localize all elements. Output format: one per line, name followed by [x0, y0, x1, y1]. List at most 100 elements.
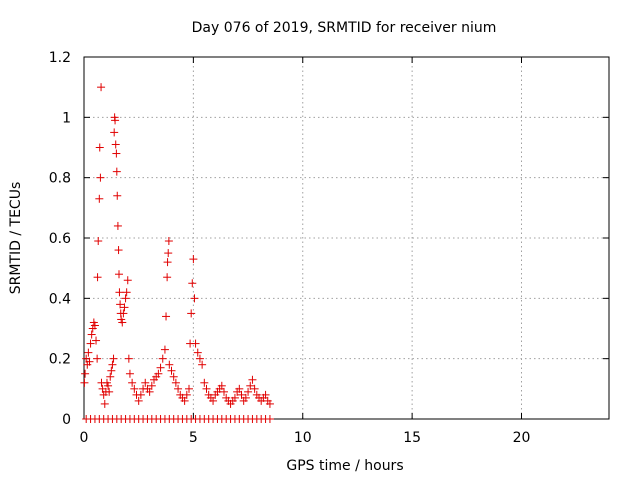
data-point: [158, 354, 167, 363]
x-tick-label: 15: [403, 430, 421, 446]
data-point: [96, 173, 105, 182]
data-point: [134, 396, 143, 405]
data-point: [156, 363, 165, 372]
x-tick-label: 20: [513, 430, 531, 446]
data-point: [97, 83, 106, 92]
data-point: [111, 140, 120, 149]
grid: [84, 57, 609, 419]
data-point: [87, 330, 96, 339]
data-point: [104, 381, 113, 390]
y-tick-label: 0.8: [49, 171, 71, 187]
data-point: [200, 378, 209, 387]
data-point: [124, 354, 133, 363]
data-point: [110, 128, 119, 137]
data-point: [185, 384, 193, 393]
data-point: [189, 255, 198, 264]
data-point: [165, 360, 174, 369]
data-point: [198, 360, 207, 369]
y-tick-label: 0: [62, 412, 71, 428]
data-point: [106, 372, 115, 381]
data-point: [93, 273, 102, 282]
data-point: [164, 237, 173, 246]
data-point: [92, 336, 101, 345]
data-points: [80, 83, 274, 423]
y-tick-label: 1: [62, 110, 71, 126]
data-point: [80, 378, 89, 387]
data-point: [169, 372, 178, 381]
data-point: [105, 387, 114, 396]
data-point: [163, 258, 172, 267]
data-point: [167, 366, 176, 375]
data-point: [154, 369, 163, 378]
data-point: [86, 339, 95, 348]
y-axis-label: SRMTID / TECUs: [8, 182, 24, 295]
data-point: [174, 384, 183, 393]
data-point: [118, 318, 127, 327]
data-point: [202, 384, 211, 393]
data-point: [95, 194, 104, 203]
data-point: [111, 116, 120, 125]
data-point: [163, 273, 172, 282]
chart-title: Day 076 of 2019, SRMTID for receiver niu…: [192, 20, 497, 36]
data-point: [171, 378, 180, 387]
data-point: [141, 378, 150, 387]
x-tick-label: 0: [80, 430, 89, 446]
data-point: [217, 381, 226, 390]
data-point: [115, 270, 123, 279]
data-point: [122, 288, 131, 297]
data-point: [160, 345, 169, 354]
data-point: [107, 366, 116, 375]
x-tick-label: 5: [189, 430, 198, 446]
data-point: [162, 312, 171, 321]
data-point: [121, 294, 130, 303]
data-point: [265, 415, 274, 423]
data-point: [220, 387, 228, 396]
data-point: [108, 360, 117, 369]
data-point: [125, 369, 134, 378]
data-point: [112, 149, 121, 158]
data-point: [237, 390, 246, 399]
data-point: [93, 354, 102, 363]
data-point: [187, 309, 196, 318]
data-point: [115, 288, 124, 297]
data-point: [100, 399, 109, 408]
y-tick-label: 0.4: [49, 291, 71, 307]
data-point: [147, 381, 156, 390]
data-point: [261, 390, 270, 399]
data-point: [123, 276, 132, 285]
data-point: [188, 279, 197, 288]
data-point: [180, 396, 189, 405]
data-point: [85, 357, 94, 366]
data-point: [116, 300, 125, 309]
data-point: [114, 246, 123, 255]
data-point: [119, 309, 128, 318]
data-point: [250, 384, 259, 393]
x-axis-label: GPS time / hours: [286, 458, 403, 474]
data-point: [235, 384, 244, 393]
data-point: [164, 249, 173, 258]
data-point: [112, 167, 121, 176]
data-point: [113, 191, 122, 200]
y-tick-label: 0.6: [49, 231, 71, 247]
plot-frame: [83, 56, 610, 420]
y-tick-label: 1.2: [49, 50, 71, 66]
data-point: [246, 381, 255, 390]
data-point: [182, 390, 191, 399]
data-point: [190, 294, 199, 303]
data-point: [95, 143, 104, 152]
data-point: [195, 354, 204, 363]
data-point: [120, 303, 129, 312]
data-point: [191, 339, 200, 348]
data-point: [90, 321, 99, 330]
x-tick-label: 10: [294, 430, 312, 446]
data-point: [244, 387, 253, 396]
data-point: [128, 378, 137, 387]
data-point: [109, 354, 118, 363]
y-tick-label: 0.2: [49, 352, 71, 368]
data-point: [265, 399, 274, 408]
data-point: [84, 348, 93, 357]
data-point: [230, 393, 239, 402]
data-point: [113, 221, 122, 230]
data-point: [136, 390, 145, 399]
